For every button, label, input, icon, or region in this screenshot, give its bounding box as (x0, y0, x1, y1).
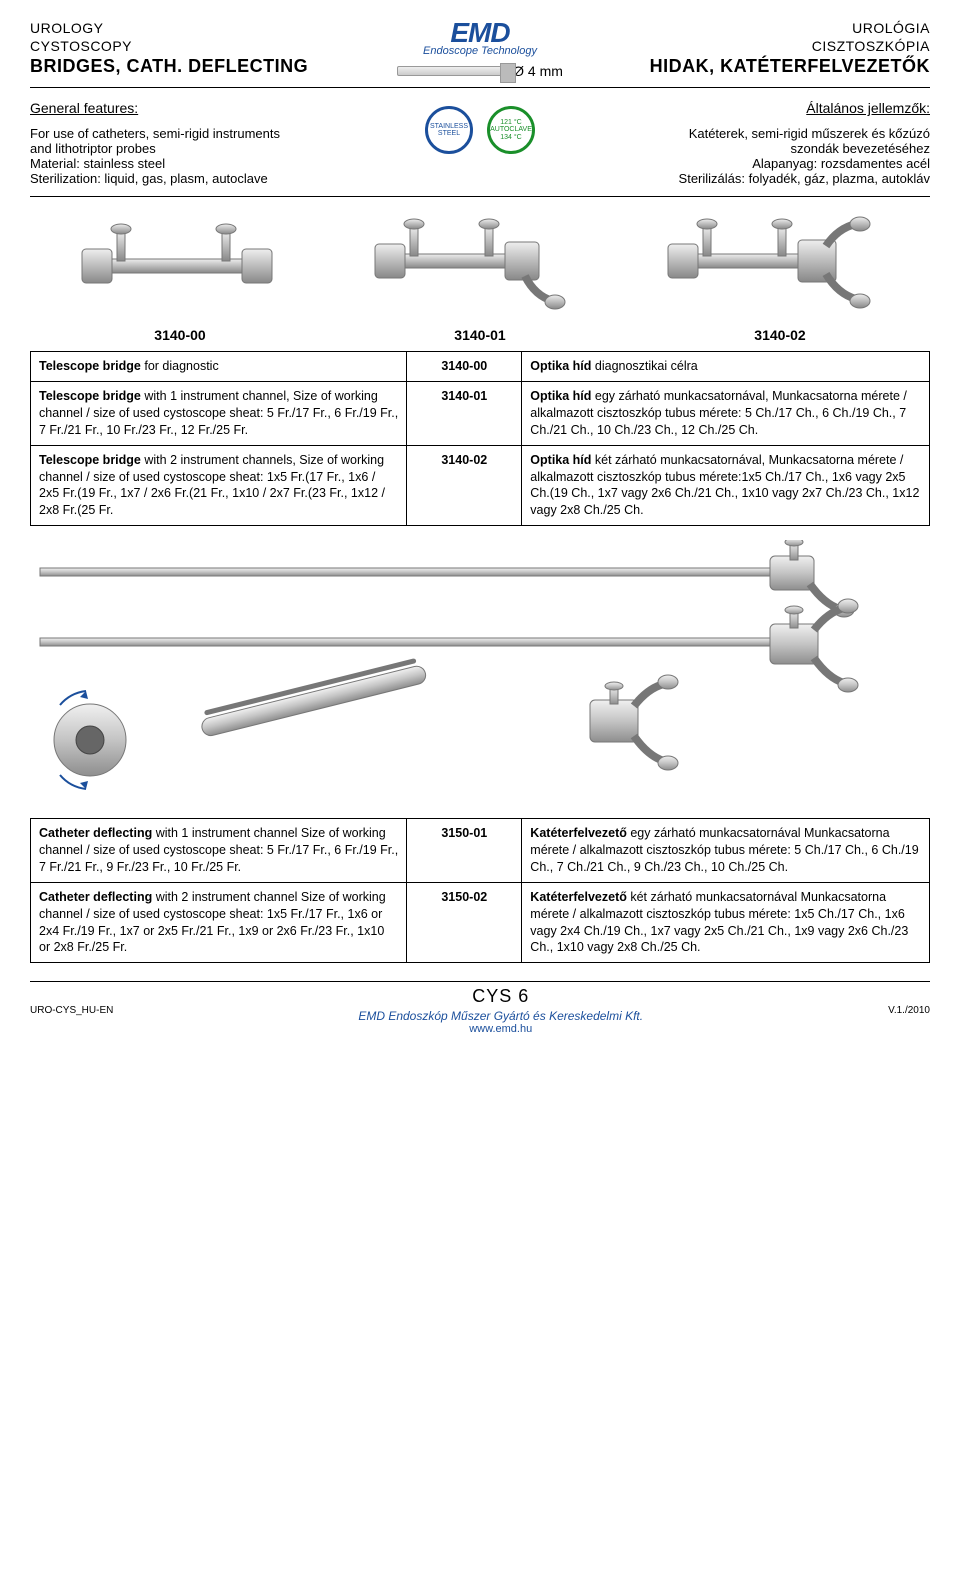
desc-bold: Telescope bridge (39, 453, 141, 467)
autoclave-badge-icon: 121 °C AUTOCLAVE 134 °C (487, 106, 535, 154)
product-code: 3140-01 (407, 382, 522, 446)
category-hu-2: CISZTOSZKÓPIA (600, 38, 930, 54)
title-en: BRIDGES, CATH. DEFLECTING (30, 56, 360, 77)
desc-hu: Optika híd két zárható munkacsatornával,… (522, 445, 930, 526)
image-code: 3140-02 (754, 327, 805, 343)
doc-ref: URO-CYS_HU-EN (30, 1005, 113, 1016)
catheter-assembly-icon (30, 540, 930, 800)
desc-hu: Katéterfelvezető egy zárható munkacsator… (522, 819, 930, 883)
table-row: Telescope bridge for diagnostic 3140-00 … (31, 352, 930, 382)
desc-en: Telescope bridge with 2 instrument chann… (31, 445, 407, 526)
desc-bold: Telescope bridge (39, 389, 141, 403)
features-hu-line: Katéterek, semi-rigid műszerek és kőzúzó (550, 126, 930, 141)
table-row: Telescope bridge with 1 instrument chann… (31, 382, 930, 446)
badge-text: STAINLESS (430, 123, 468, 131)
desc-bold: Telescope bridge (39, 359, 141, 373)
desc-bold: Catheter deflecting (39, 826, 152, 840)
desc-en: Catheter deflecting with 2 instrument ch… (31, 882, 407, 963)
badge-text: 134 °C (500, 134, 521, 142)
bridge-3140-01-icon (355, 216, 585, 316)
bridge-3140-02-icon (648, 216, 898, 316)
features-left: General features: For use of catheters, … (30, 100, 410, 186)
table-row: Telescope bridge with 2 instrument chann… (31, 445, 930, 526)
desc-hu: Optika híd diagnosztikai célra (522, 352, 930, 382)
bridge-images (30, 211, 930, 321)
features-en-line: Material: stainless steel (30, 156, 410, 171)
features-en-line: For use of catheters, semi-rigid instrum… (30, 126, 410, 141)
badge-text: AUTOCLAVE (490, 126, 532, 134)
image-code: 3140-01 (454, 327, 505, 343)
product-code: 3140-02 (407, 445, 522, 526)
features-en-line: and lithotriptor probes (30, 141, 410, 156)
bridges-table: Telescope bridge for diagnostic 3140-00 … (30, 351, 930, 526)
desc-text: for diagnostic (141, 359, 219, 373)
table-row: Catheter deflecting with 1 instrument ch… (31, 819, 930, 883)
desc-en: Catheter deflecting with 1 instrument ch… (31, 819, 407, 883)
desc-text: diagnosztikai célra (591, 359, 697, 373)
header-center: EMD Endoscope Technology Ø 4 mm (360, 20, 600, 79)
catheter-table: Catheter deflecting with 1 instrument ch… (30, 818, 930, 963)
logo-subtitle: Endoscope Technology (360, 45, 600, 57)
features-block: General features: For use of catheters, … (30, 100, 930, 197)
desc-hu: Katéterfelvezető két zárható munkacsator… (522, 882, 930, 963)
scope-icon (397, 66, 507, 76)
bridge-image-codes: 3140-00 3140-01 3140-02 (30, 327, 930, 343)
table-row: Catheter deflecting with 2 instrument ch… (31, 882, 930, 963)
desc-bold: Optika híd (530, 389, 591, 403)
footer-company: EMD Endoszkóp Műszer Gyártó és Kereskede… (113, 1009, 888, 1023)
desc-bold: Katéterfelvezető (530, 890, 627, 904)
category-en-1: UROLOGY (30, 20, 360, 36)
badge-text: 121 °C (500, 119, 521, 127)
features-hu-line: Alapanyag: rozsdamentes acél (550, 156, 930, 171)
header-right: UROLÓGIA CISZTOSZKÓPIA HIDAK, KATÉTERFEL… (600, 20, 930, 77)
doc-version: V.1./2010 (888, 1005, 930, 1016)
features-hu-line: szondák bevezetéséhez (550, 141, 930, 156)
category-en-2: CYSTOSCOPY (30, 38, 360, 54)
bridge-3140-00-icon (62, 221, 292, 311)
badge-text: STEEL (438, 130, 460, 138)
badges: STAINLESS STEEL 121 °C AUTOCLAVE 134 °C (410, 106, 550, 154)
page-footer: URO-CYS_HU-EN CYS 6 EMD Endoszkóp Műszer… (30, 981, 930, 1035)
desc-bold: Optika híd (530, 359, 591, 373)
desc-en: Telescope bridge with 1 instrument chann… (31, 382, 407, 446)
product-code: 3150-01 (407, 819, 522, 883)
desc-bold: Catheter deflecting (39, 890, 152, 904)
page-header: UROLOGY CYSTOSCOPY BRIDGES, CATH. DEFLEC… (30, 20, 930, 88)
stainless-badge-icon: STAINLESS STEEL (425, 106, 473, 154)
diameter-text: Ø 4 mm (513, 63, 563, 79)
desc-bold: Katéterfelvezető (530, 826, 627, 840)
product-code: 3140-00 (407, 352, 522, 382)
footer-center: CYS 6 EMD Endoszkóp Műszer Gyártó és Ker… (113, 986, 888, 1035)
footer-url: www.emd.hu (113, 1023, 888, 1035)
product-code: 3150-02 (407, 882, 522, 963)
image-code: 3140-00 (154, 327, 205, 343)
features-right: Általános jellemzők: Katéterek, semi-rig… (550, 100, 930, 186)
desc-bold: Optika híd (530, 453, 591, 467)
logo-text: EMD (360, 20, 600, 45)
features-hu-line: Sterilizálás: folyadék, gáz, plazma, aut… (550, 171, 930, 186)
header-left: UROLOGY CYSTOSCOPY BRIDGES, CATH. DEFLEC… (30, 20, 360, 77)
catheter-images (30, 540, 930, 800)
page-code: CYS 6 (113, 986, 888, 1007)
features-en-line: Sterilization: liquid, gas, plasm, autoc… (30, 171, 410, 186)
category-hu-1: UROLÓGIA (600, 20, 930, 36)
desc-hu: Optika híd egy zárható munkacsatornával,… (522, 382, 930, 446)
features-head-hu: Általános jellemzők: (550, 100, 930, 116)
features-head-en: General features: (30, 100, 410, 116)
desc-en: Telescope bridge for diagnostic (31, 352, 407, 382)
diameter-row: Ø 4 mm (360, 63, 600, 79)
title-hu: HIDAK, KATÉTERFELVEZETŐK (600, 56, 930, 77)
